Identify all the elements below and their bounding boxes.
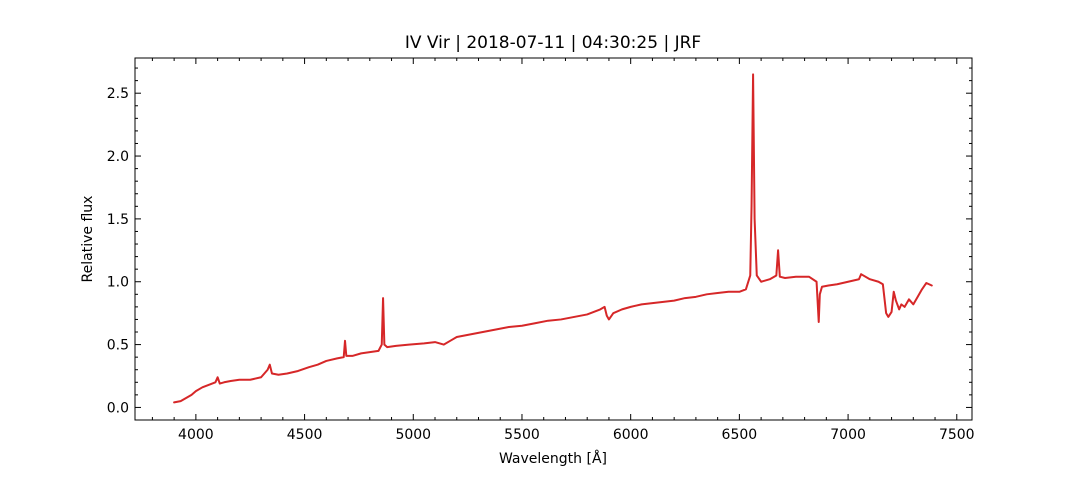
- x-tick-label: 4500: [287, 427, 323, 443]
- y-axis-label: Relative flux: [80, 196, 96, 283]
- y-tick-label: 0.0: [107, 400, 129, 416]
- x-tick-label: 6500: [722, 427, 758, 443]
- y-tick-label: 1.5: [107, 212, 129, 228]
- x-tick-label: 4000: [178, 427, 214, 443]
- y-tick-label: 2.5: [107, 86, 129, 102]
- x-tick-label: 5500: [504, 427, 540, 443]
- x-axis-label: Wavelength [Å]: [499, 450, 607, 467]
- x-tick-label: 6000: [613, 427, 649, 443]
- y-tick-label: 1.0: [107, 275, 129, 291]
- chart-title: IV Vir | 2018-07-11 | 04:30:25 | JRF: [405, 33, 701, 53]
- x-tick-label: 5000: [395, 427, 431, 443]
- x-tick-label: 7500: [939, 427, 975, 443]
- axis-ticks: 4000 4500 5000 5500 6000 6500 7000 7500 0.0 0.5 1.…: [107, 58, 975, 443]
- y-tick-label: 2.0: [107, 149, 129, 165]
- plot-frame: [134, 57, 973, 421]
- spectrum-line: [173, 73, 933, 404]
- plot-area: [173, 73, 933, 404]
- x-tick-label: 7000: [830, 427, 866, 443]
- y-tick-label: 0.5: [107, 338, 129, 354]
